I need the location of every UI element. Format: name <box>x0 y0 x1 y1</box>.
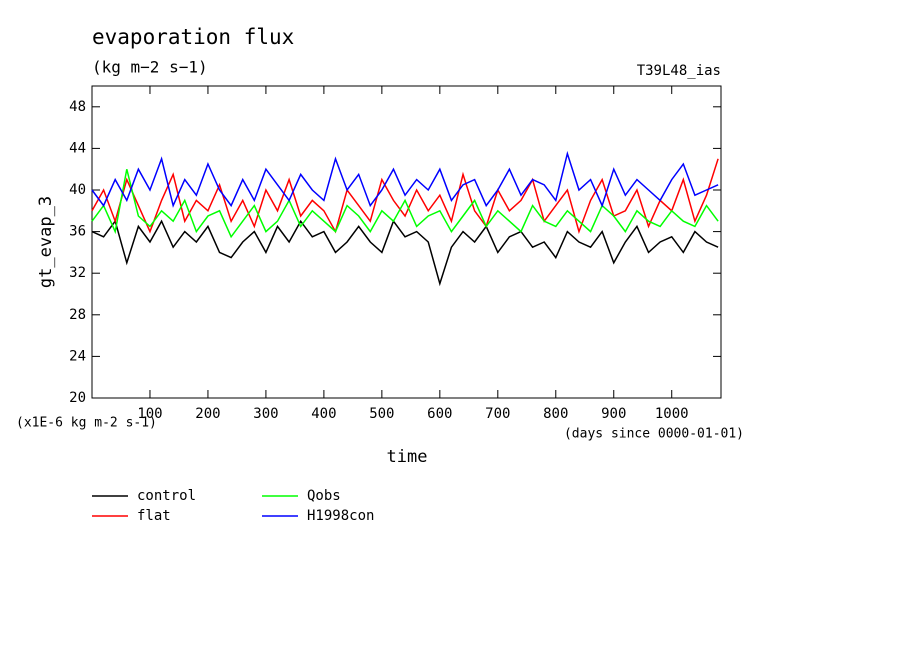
x-tick-label: 900 <box>601 406 626 422</box>
y-tick-label: 24 <box>69 348 86 364</box>
chart-subtitle: (kg m−2 s−1) <box>92 58 208 77</box>
x-tick-label: 1000 <box>655 406 689 422</box>
x-tick-label: 800 <box>543 406 568 422</box>
y-axis-label: gt_evap_3 <box>36 196 56 288</box>
x-tick-label: 400 <box>311 406 336 422</box>
y-units: (x1E-6 kg m-2 s-1) <box>16 416 157 431</box>
x-tick-label: 200 <box>195 406 220 422</box>
x-tick-label: 700 <box>485 406 510 422</box>
legend-label: H1998con <box>307 508 374 524</box>
x-tick-label: 300 <box>253 406 278 422</box>
x-units: (days since 0000-01-01) <box>564 427 744 442</box>
x-tick-label: 600 <box>427 406 452 422</box>
legend-label: Qobs <box>307 488 341 504</box>
legend-label: control <box>137 488 196 504</box>
y-tick-label: 40 <box>69 182 86 198</box>
x-tick-label: 500 <box>369 406 394 422</box>
series-line <box>91 150 719 208</box>
y-tick-label: 20 <box>69 390 86 406</box>
legend-label: flat <box>137 508 171 524</box>
series-line <box>91 169 719 239</box>
chart-title: evaporation flux <box>92 25 294 49</box>
y-tick-label: 28 <box>69 307 86 323</box>
series-line <box>91 219 719 287</box>
x-axis-label: time <box>387 447 428 467</box>
y-tick-label: 48 <box>69 99 86 115</box>
annotation: T39L48_ias <box>637 63 721 79</box>
x-tick-label: 100 <box>137 406 162 422</box>
y-tick-label: 32 <box>69 265 86 281</box>
y-tick-label: 36 <box>69 224 86 240</box>
plot-frame <box>91 85 722 399</box>
y-tick-label: 44 <box>69 140 86 156</box>
